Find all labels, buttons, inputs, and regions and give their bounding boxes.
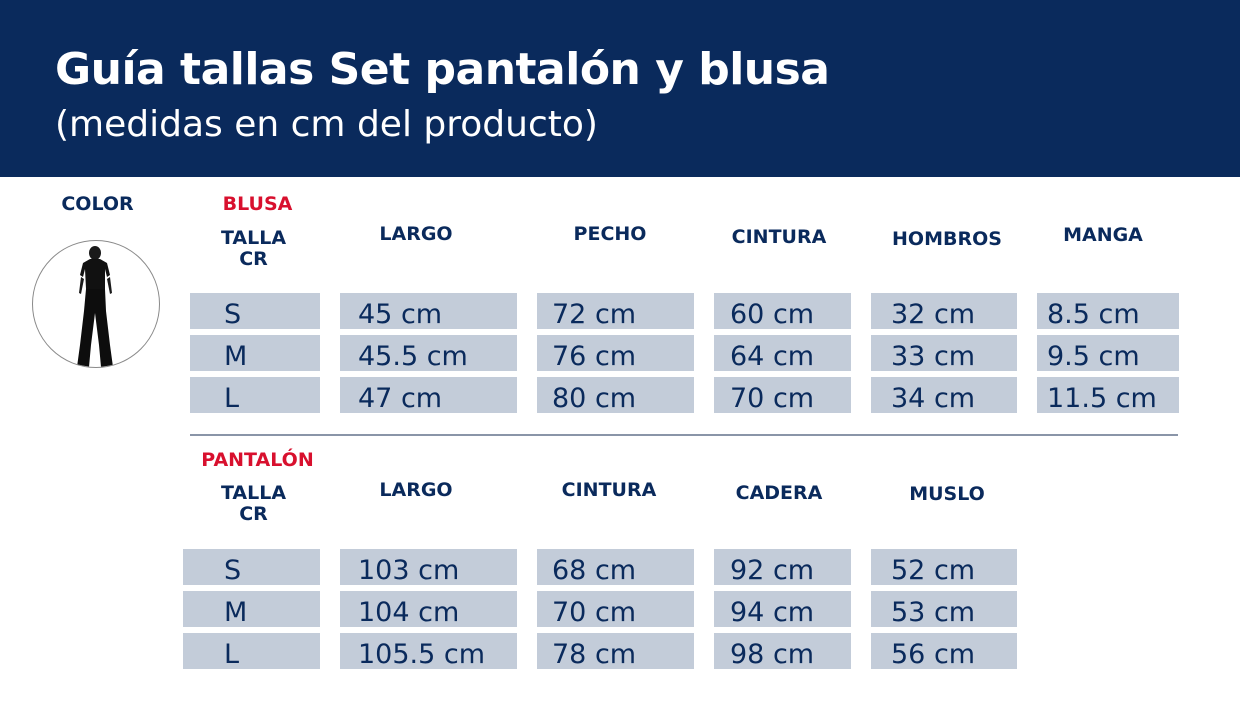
blusa-cell: 72 cm bbox=[537, 293, 694, 330]
blusa-cell: 64 cm bbox=[714, 335, 851, 372]
page-subtitle: (medidas en cm del producto) bbox=[55, 104, 598, 145]
blusa-header-pecho: PECHO bbox=[573, 223, 647, 245]
blusa-header-largo: LARGO bbox=[379, 223, 453, 245]
pantalon-size-l: L bbox=[183, 633, 320, 670]
blusa-cell: 45.5 cm bbox=[340, 335, 517, 372]
color-label: COLOR bbox=[61, 193, 134, 215]
blusa-cell: 8.5 cm bbox=[1037, 293, 1179, 330]
pantalon-size-s: S bbox=[183, 549, 320, 586]
pantalon-cell: 70 cm bbox=[537, 591, 694, 628]
section-divider bbox=[190, 434, 1178, 436]
blusa-cell: 47 cm bbox=[340, 377, 517, 414]
blusa-cell: 80 cm bbox=[537, 377, 694, 414]
blusa-cell: 32 cm bbox=[871, 293, 1017, 330]
cr-label: CR bbox=[239, 248, 268, 270]
pantalon-cell: 52 cm bbox=[871, 549, 1017, 586]
pantalon-cell: 94 cm bbox=[714, 591, 851, 628]
pantalon-header-cadera: CADERA bbox=[735, 482, 823, 504]
blusa-size-m: M bbox=[190, 335, 320, 372]
pantalon-cell: 104 cm bbox=[340, 591, 517, 628]
blusa-size-l: L bbox=[190, 377, 320, 414]
header-banner: Guía tallas Set pantalón y blusa (medida… bbox=[0, 0, 1240, 177]
pantalon-cell: 98 cm bbox=[714, 633, 851, 670]
blusa-cell: 70 cm bbox=[714, 377, 851, 414]
page-title: Guía tallas Set pantalón y blusa bbox=[55, 44, 830, 95]
pantalon-header-largo: LARGO bbox=[379, 479, 453, 501]
pantalon-size-m: M bbox=[183, 591, 320, 628]
talla-label: TALLA bbox=[220, 227, 287, 249]
pantalon-cell: 103 cm bbox=[340, 549, 517, 586]
pantalon-talla-header: TALLA CR bbox=[196, 483, 311, 525]
blusa-talla-header: TALLA CR bbox=[196, 228, 311, 270]
blusa-header-hombros: HOMBROS bbox=[892, 228, 1002, 250]
outfit-figure-icon bbox=[77, 246, 113, 367]
product-color-swatch bbox=[32, 240, 160, 368]
pantalon-section-label: PANTALÓN bbox=[201, 449, 314, 471]
pantalon-cell: 92 cm bbox=[714, 549, 851, 586]
blusa-header-cintura: CINTURA bbox=[731, 226, 827, 248]
blusa-cell: 60 cm bbox=[714, 293, 851, 330]
blusa-cell: 11.5 cm bbox=[1037, 377, 1179, 414]
blusa-cell: 45 cm bbox=[340, 293, 517, 330]
blusa-section-label: BLUSA bbox=[222, 193, 293, 215]
blusa-header-manga: MANGA bbox=[1063, 224, 1143, 246]
blusa-cell: 33 cm bbox=[871, 335, 1017, 372]
pantalon-cell: 56 cm bbox=[871, 633, 1017, 670]
pantalon-header-cintura: CINTURA bbox=[561, 479, 657, 501]
pantalon-header-muslo: MUSLO bbox=[909, 483, 985, 505]
pantalon-cell: 105.5 cm bbox=[340, 633, 517, 670]
pantalon-cell: 78 cm bbox=[537, 633, 694, 670]
pantalon-cell: 68 cm bbox=[537, 549, 694, 586]
blusa-cell: 76 cm bbox=[537, 335, 694, 372]
cr-label: CR bbox=[239, 503, 268, 525]
blusa-cell: 34 cm bbox=[871, 377, 1017, 414]
blusa-cell: 9.5 cm bbox=[1037, 335, 1179, 372]
blusa-size-s: S bbox=[190, 293, 320, 330]
talla-label: TALLA bbox=[220, 482, 287, 504]
pantalon-cell: 53 cm bbox=[871, 591, 1017, 628]
